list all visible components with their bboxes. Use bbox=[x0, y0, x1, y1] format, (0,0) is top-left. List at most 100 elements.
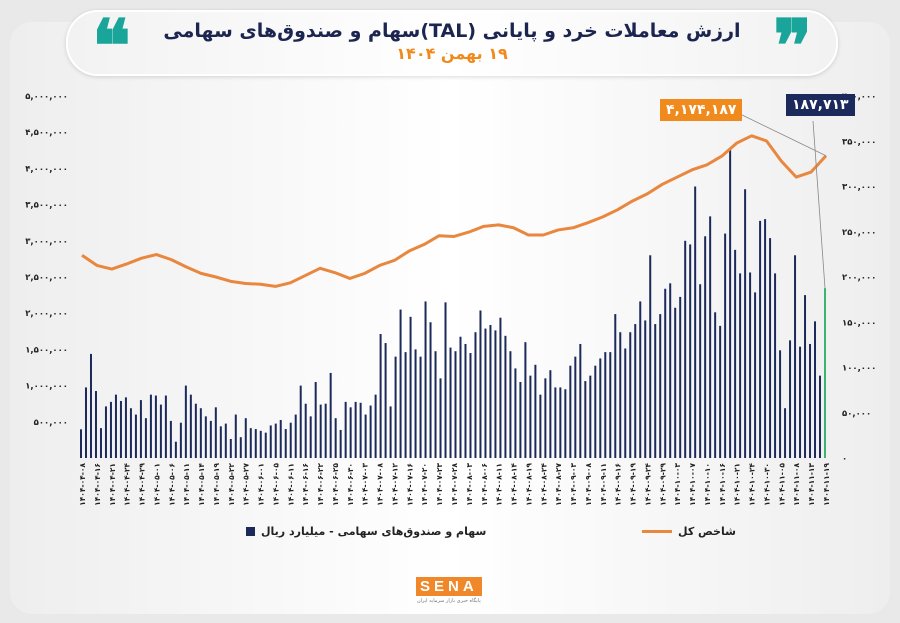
bar bbox=[659, 314, 662, 458]
bar bbox=[174, 441, 177, 458]
bar bbox=[469, 353, 472, 458]
right-axis-tick-label: ۴۰۰,۰۰۰ bbox=[842, 92, 876, 102]
bar bbox=[589, 375, 592, 458]
x-axis-tick-label: ۱۴۰۴-۰۶-۲۲ bbox=[316, 463, 325, 506]
index-line bbox=[81, 134, 828, 288]
bar bbox=[729, 148, 732, 459]
bar bbox=[709, 216, 712, 458]
bar bbox=[319, 404, 322, 458]
bar bbox=[149, 394, 152, 458]
legend-index-swatch bbox=[642, 530, 672, 533]
bar bbox=[689, 244, 692, 458]
x-axis-tick-label: ۱۴۰۴-۰۵-۲۷ bbox=[242, 463, 251, 506]
x-axis-tick-label: ۱۴۰۴-۰۶-۰۱ bbox=[257, 463, 266, 506]
bar bbox=[479, 310, 482, 458]
bar bbox=[339, 429, 342, 458]
left-axis-tick-label: ۴,۵۰۰,۰۰۰ bbox=[25, 128, 68, 138]
bar bbox=[199, 408, 202, 458]
left-axis-tick-label: ۴,۰۰۰,۰۰۰ bbox=[25, 164, 68, 174]
bar bbox=[679, 296, 682, 458]
bar bbox=[139, 400, 142, 458]
x-axis-tick-label: ۱۴۰۴-۰۷-۱۲ bbox=[390, 463, 399, 506]
bar bbox=[664, 288, 667, 458]
bar bbox=[114, 394, 117, 458]
x-axis-tick-label: ۱۴۰۴-۰۸-۰۶ bbox=[480, 463, 489, 506]
bar bbox=[99, 428, 102, 458]
x-axis-tick-label: ۱۴۰۴-۰۹-۲۴ bbox=[643, 463, 652, 506]
x-axis-tick-label: ۱۴۰۴-۱۱-۱۳ bbox=[807, 463, 816, 506]
x-axis-tick-label: ۱۴۰۴-۰۸-۱۴ bbox=[510, 463, 519, 506]
bar bbox=[224, 423, 227, 458]
bar bbox=[89, 353, 92, 458]
right-axis-tick-label: ۲۵۰,۰۰۰ bbox=[842, 228, 876, 238]
bar bbox=[619, 332, 622, 458]
bar bbox=[714, 312, 717, 458]
x-axis-tick-label: ۱۴۰۴-۰۵-۱۴ bbox=[197, 463, 206, 506]
bar bbox=[579, 343, 582, 458]
bar bbox=[124, 397, 127, 458]
bar bbox=[624, 348, 627, 458]
bar bbox=[799, 346, 802, 458]
bar bbox=[249, 428, 252, 458]
bar bbox=[384, 343, 387, 458]
x-axis-tick-label: ۱۴۰۴-۰۴-۲۹ bbox=[138, 463, 147, 506]
bar bbox=[239, 437, 242, 458]
bar bbox=[599, 358, 602, 458]
x-axis-tick-label: ۱۴۰۴-۰۸-۱۱ bbox=[495, 463, 504, 506]
quote-close-icon: ❞ bbox=[773, 3, 812, 88]
bar bbox=[534, 364, 537, 458]
bar bbox=[274, 423, 277, 458]
bar bbox=[229, 438, 232, 458]
x-axis-tick-label: ۱۴۰۴-۰۹-۰۳ bbox=[569, 463, 578, 506]
x-axis-tick-label: ۱۴۰۴-۱۱-۰۵ bbox=[777, 463, 786, 506]
bar bbox=[824, 288, 826, 458]
bar bbox=[284, 429, 287, 458]
quote-open-icon: ❝ bbox=[92, 3, 131, 88]
legend-bars: سهام و صندوق‌های سهامی - میلیارد ریال bbox=[246, 525, 486, 538]
bar bbox=[214, 407, 217, 458]
bar bbox=[159, 404, 162, 458]
x-axis-tick-label: ۱۴۰۴-۱۰-۲۱ bbox=[733, 463, 742, 506]
legend-index: شاخص کل bbox=[642, 525, 736, 538]
bar bbox=[649, 255, 652, 458]
bar bbox=[704, 236, 707, 458]
chart-date: ۱۹ بهمن ۱۴۰۴ bbox=[396, 44, 508, 63]
bar bbox=[404, 352, 407, 458]
bar bbox=[179, 422, 182, 458]
left-axis-tick-label: ۵,۰۰۰,۰۰۰ bbox=[25, 92, 68, 102]
bar bbox=[104, 406, 107, 458]
x-axis-tick-label: ۱۴۰۴-۱۰-۱۰ bbox=[703, 463, 712, 506]
x-axis-tick-label: ۱۴۰۴-۰۸-۲۷ bbox=[554, 463, 563, 506]
bar bbox=[394, 356, 397, 458]
bar bbox=[259, 430, 262, 458]
bar bbox=[424, 301, 427, 458]
x-axis-tick-label: ۱۴۰۴-۰۴-۲۱ bbox=[108, 463, 117, 506]
bar bbox=[734, 249, 737, 458]
bar bbox=[669, 283, 672, 458]
x-axis-tick-label: ۱۴۰۴-۰۹-۲۹ bbox=[658, 463, 667, 506]
bar bbox=[699, 284, 702, 458]
bar bbox=[134, 414, 137, 458]
bar bbox=[244, 418, 247, 458]
bar bbox=[379, 334, 382, 458]
bar bbox=[254, 429, 257, 458]
sena-logo: SENA پایگاه خبری بازار سرمایه ایران bbox=[416, 577, 482, 604]
bar bbox=[454, 351, 457, 458]
index-last-value-callout: ۴,۱۷۴,۱۸۷ bbox=[660, 99, 743, 121]
x-axis-tick-label: ۱۴۰۴-۰۸-۲۴ bbox=[539, 463, 548, 506]
bar bbox=[189, 394, 192, 458]
x-axis-tick-label: ۱۴۰۴-۰۷-۲۳ bbox=[435, 463, 444, 506]
x-axis-tick-label: ۱۴۰۴-۱۰-۱۶ bbox=[718, 463, 727, 506]
bar bbox=[774, 273, 777, 458]
bar bbox=[574, 356, 577, 458]
bar bbox=[524, 342, 527, 458]
x-axis-tick-label: ۱۴۰۴-۰۶-۲۵ bbox=[331, 463, 340, 506]
bar bbox=[764, 219, 767, 458]
bar bbox=[504, 335, 507, 458]
bar bbox=[304, 403, 307, 458]
bar bbox=[634, 324, 637, 458]
bar bbox=[169, 420, 172, 458]
bar bbox=[354, 401, 357, 458]
bar bbox=[414, 349, 417, 458]
bar bbox=[369, 405, 372, 458]
